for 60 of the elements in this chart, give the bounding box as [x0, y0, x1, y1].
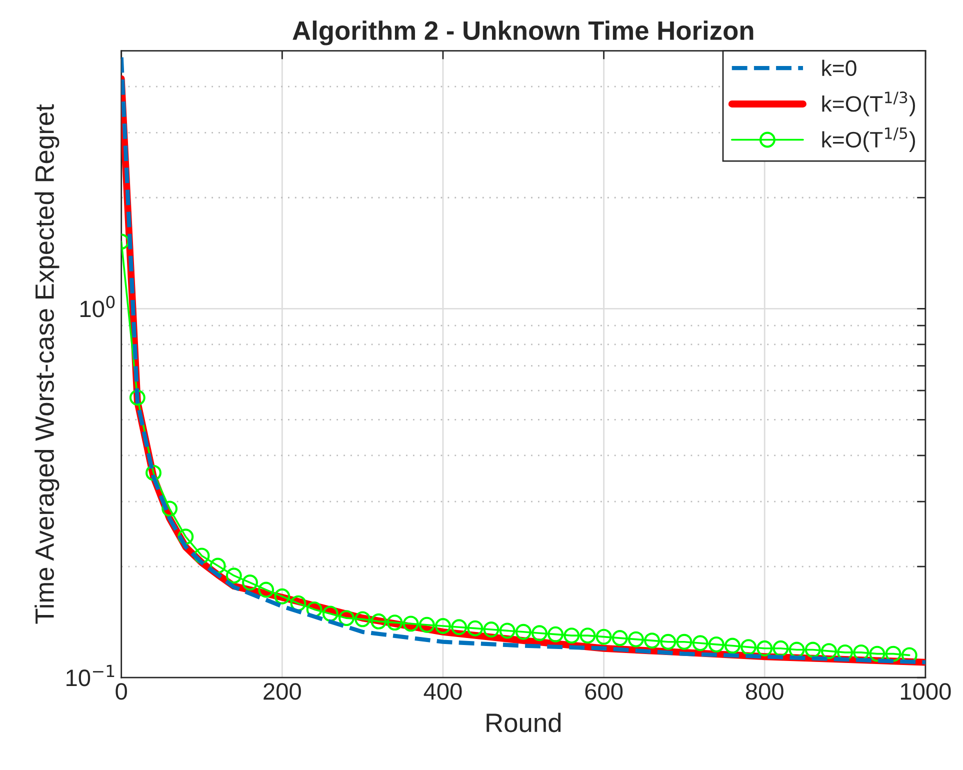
point: [740, 639, 757, 656]
point: [515, 624, 532, 640]
point: [242, 574, 258, 591]
point: [612, 630, 628, 646]
point: [804, 642, 821, 658]
point: [692, 635, 708, 652]
point: [258, 582, 274, 598]
point: [322, 606, 338, 622]
x-tick-label: 1000: [900, 683, 951, 700]
point: [146, 464, 162, 481]
point: [483, 622, 500, 638]
point: [194, 548, 210, 564]
point: [210, 558, 226, 574]
point: [531, 625, 548, 642]
point: [708, 636, 724, 652]
point: [724, 638, 740, 654]
point: [451, 619, 468, 636]
y-axis-title: Time Averaged Worst-case Expected Regret: [34, 104, 60, 624]
point: [402, 616, 419, 632]
point: [853, 644, 870, 660]
point: [338, 610, 354, 626]
x-tick-label: 200: [264, 683, 301, 700]
point: [820, 643, 837, 660]
point: [434, 618, 451, 634]
point: [129, 390, 146, 406]
point: [756, 640, 773, 656]
point: [178, 528, 194, 545]
point: [772, 640, 789, 656]
y-tick-label: 10$^{0}$: [80, 296, 115, 318]
point: [370, 613, 387, 630]
point: [354, 611, 371, 628]
point: [564, 628, 580, 644]
point: [162, 500, 178, 517]
point: [580, 628, 596, 644]
x-tick-label: 800: [746, 683, 784, 700]
point: [226, 568, 242, 584]
legend-label: k=O(T$^{1/3}$): [822, 92, 915, 116]
point: [628, 631, 644, 648]
point: [885, 646, 902, 662]
point: [467, 620, 484, 636]
point: [418, 616, 435, 633]
x-tick-label: 400: [424, 683, 462, 700]
point: [660, 634, 676, 650]
x-tick-label: 600: [585, 683, 623, 700]
point: [596, 628, 612, 645]
x-tick-label: 0: [116, 683, 127, 700]
point: [290, 595, 306, 612]
point: [548, 626, 564, 642]
point: [676, 634, 692, 650]
point: [869, 646, 886, 662]
y-tick-label: 10$^{−1}$: [66, 664, 114, 686]
legend-label: k=O(T$^{1/5}$): [822, 128, 915, 152]
x-axis-title: Round: [486, 712, 561, 732]
legend-label: k=0: [822, 60, 856, 76]
point: [644, 632, 660, 649]
point: [788, 642, 805, 658]
point: [499, 622, 516, 639]
point: [274, 588, 290, 604]
chart-title: Algorithm 2 - Unknown Time Horizon: [292, 20, 754, 46]
point: [386, 614, 403, 631]
